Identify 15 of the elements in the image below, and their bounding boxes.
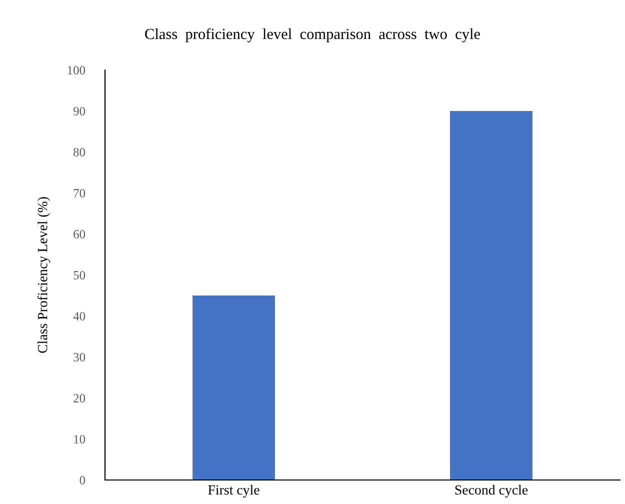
- y-tick-label: 20: [74, 394, 86, 402]
- x-tick-label: Second cycle: [455, 484, 528, 498]
- y-tick-label: 0: [80, 476, 86, 484]
- y-tick-label: 70: [74, 189, 86, 198]
- y-tick-label: 10: [74, 435, 86, 444]
- x-tick-label: First cyle: [208, 484, 260, 498]
- y-tick-label: 60: [74, 230, 86, 238]
- y-tick-label: 40: [73, 312, 86, 320]
- y-tick-label: 80: [74, 148, 86, 156]
- y-axis-title: Class Proficiency Level (%): [37, 197, 50, 353]
- y-tick-label: 30: [74, 353, 86, 362]
- y-tick-label: 100: [68, 66, 86, 74]
- y-tick-label: 50: [74, 271, 86, 280]
- y-tick-label: 90: [73, 107, 86, 116]
- chart-title: Class proficiency level comparison across two cyle: [145, 28, 480, 42]
